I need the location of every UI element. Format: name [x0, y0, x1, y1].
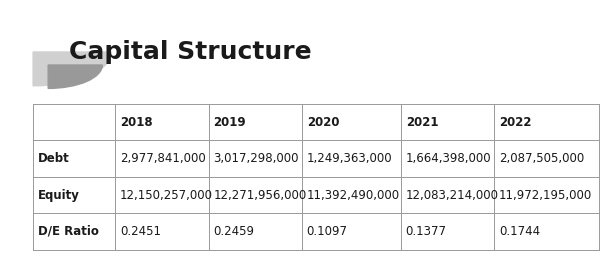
- Text: Equity: Equity: [38, 188, 80, 202]
- Text: 2022: 2022: [499, 116, 532, 129]
- Text: 11,972,195,000: 11,972,195,000: [499, 188, 592, 202]
- Text: 0.1744: 0.1744: [499, 225, 540, 238]
- Text: Debt: Debt: [38, 152, 70, 165]
- Text: 2019: 2019: [213, 116, 246, 129]
- Wedge shape: [33, 52, 111, 86]
- Text: 2021: 2021: [406, 116, 438, 129]
- Text: 11,392,490,000: 11,392,490,000: [306, 188, 400, 202]
- Text: 1,249,363,000: 1,249,363,000: [306, 152, 393, 165]
- Text: 3,017,298,000: 3,017,298,000: [213, 152, 299, 165]
- Text: Capital Structure: Capital Structure: [69, 40, 312, 64]
- Text: 2020: 2020: [306, 116, 339, 129]
- Text: 0.2459: 0.2459: [213, 225, 255, 238]
- Text: 0.2451: 0.2451: [120, 225, 161, 238]
- Text: 12,271,956,000: 12,271,956,000: [213, 188, 306, 202]
- Text: 0.1377: 0.1377: [406, 225, 447, 238]
- Text: 2,087,505,000: 2,087,505,000: [499, 152, 585, 165]
- Text: 12,150,257,000: 12,150,257,000: [120, 188, 213, 202]
- Text: 2018: 2018: [120, 116, 152, 129]
- Text: D/E Ratio: D/E Ratio: [38, 225, 99, 238]
- Wedge shape: [48, 65, 102, 88]
- Text: 1,664,398,000: 1,664,398,000: [406, 152, 491, 165]
- Text: 0.1097: 0.1097: [306, 225, 348, 238]
- Text: 2,977,841,000: 2,977,841,000: [120, 152, 206, 165]
- Text: 12,083,214,000: 12,083,214,000: [406, 188, 498, 202]
